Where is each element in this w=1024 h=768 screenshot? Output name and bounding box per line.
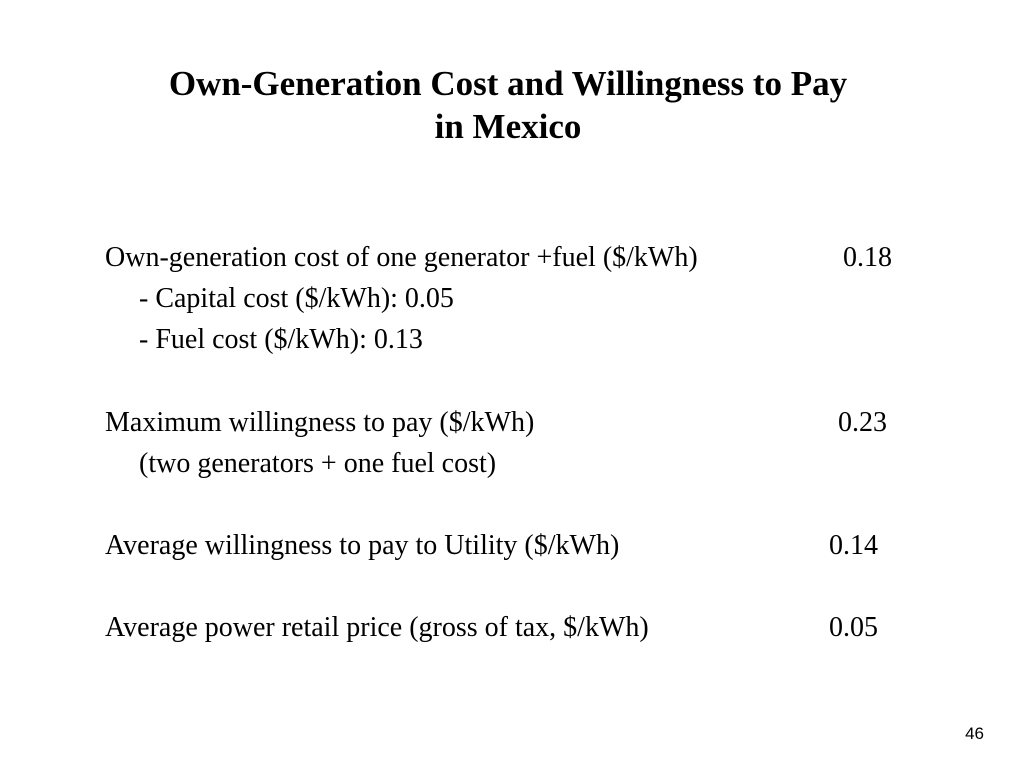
slide-title-line-2: in Mexico	[434, 107, 582, 146]
slide-title: Own-Generation Cost and Willingness to P…	[0, 62, 1016, 148]
max-willingness-value: 0.23	[838, 407, 887, 438]
retail-price-label: Average power retail price (gross of tax…	[105, 612, 649, 643]
own-generation-cost-value: 0.18	[843, 242, 892, 273]
retail-price-value: 0.05	[829, 612, 878, 643]
max-willingness-note: (two generators + one fuel cost)	[139, 448, 497, 479]
fuel-cost-item: - Fuel cost ($/kWh): 0.13	[139, 324, 423, 355]
avg-willingness-label: Average willingness to pay to Utility ($…	[105, 530, 620, 561]
avg-willingness-value: 0.14	[829, 530, 878, 561]
slide-title-line-1: Own-Generation Cost and Willingness to P…	[168, 64, 848, 103]
page-number: 46	[965, 724, 984, 743]
own-generation-cost-label: Own-generation cost of one generator +fu…	[105, 242, 698, 273]
capital-cost-item: - Capital cost ($/kWh): 0.05	[139, 283, 454, 314]
max-willingness-label: Maximum willingness to pay ($/kWh)	[105, 407, 535, 438]
